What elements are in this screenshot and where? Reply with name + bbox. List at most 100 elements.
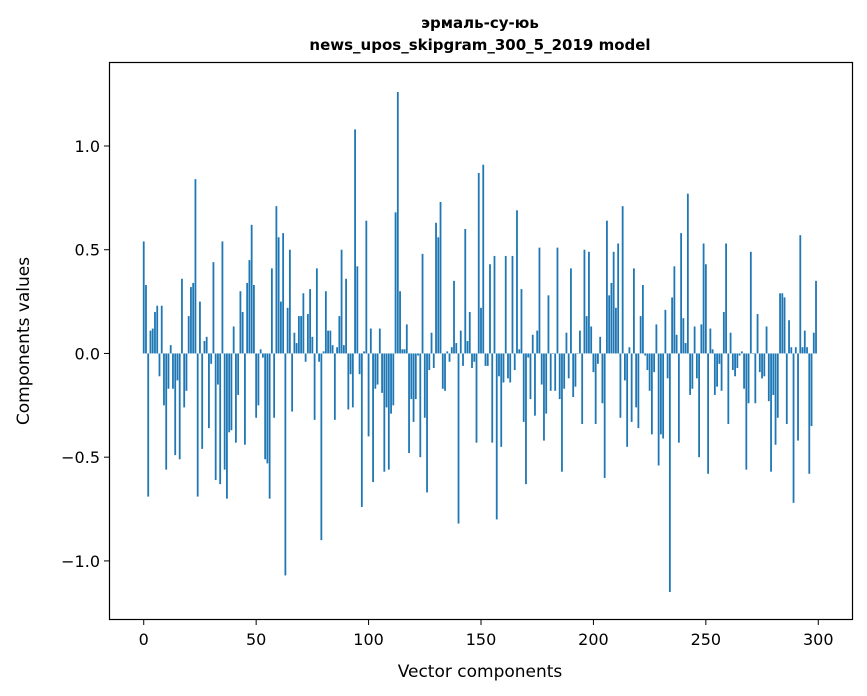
- bar: [295, 343, 298, 354]
- bar: [309, 289, 312, 354]
- bar: [713, 353, 716, 395]
- bar: [471, 353, 473, 368]
- bar: [686, 193, 689, 354]
- bar: [430, 332, 433, 354]
- bar: [646, 353, 649, 371]
- bar: [390, 353, 392, 414]
- bar: [630, 353, 633, 422]
- bar: [556, 247, 559, 354]
- bar: [302, 293, 305, 354]
- bar: [462, 353, 464, 366]
- bar: [489, 264, 491, 354]
- bar: [437, 237, 440, 354]
- bar: [534, 353, 536, 416]
- chart-subtitle: news_upos_skipgram_300_5_2019 model: [309, 36, 650, 54]
- bar: [201, 353, 204, 449]
- bar: [178, 353, 181, 460]
- bar: [635, 353, 638, 408]
- bar: [372, 353, 374, 483]
- bar: [707, 353, 709, 474]
- bar: [657, 353, 660, 466]
- bar: [223, 353, 226, 470]
- bar: [612, 251, 615, 354]
- bar: [633, 268, 635, 354]
- bar: [253, 284, 255, 354]
- bar: [797, 353, 799, 441]
- x-tick-label: 200: [578, 630, 609, 649]
- bar: [513, 353, 516, 371]
- bar: [815, 280, 817, 354]
- bar: [160, 305, 163, 354]
- bar: [342, 345, 345, 354]
- bar: [264, 353, 267, 460]
- bar: [722, 311, 725, 354]
- bar: [579, 330, 581, 354]
- bar: [315, 268, 318, 354]
- bar: [558, 353, 561, 400]
- bar: [527, 353, 530, 358]
- bar: [561, 353, 563, 472]
- bar: [286, 307, 289, 354]
- bar: [531, 334, 534, 354]
- bar: [459, 330, 462, 354]
- bar: [484, 353, 487, 366]
- bar: [374, 353, 377, 389]
- bar: [365, 220, 368, 354]
- x-tick-label: 50: [246, 630, 266, 649]
- bar: [727, 353, 730, 424]
- bar: [318, 353, 321, 362]
- bar: [327, 330, 329, 354]
- bar: [466, 341, 469, 354]
- bar: [675, 334, 678, 354]
- bar: [392, 353, 395, 406]
- bar: [779, 293, 781, 354]
- bar: [608, 295, 611, 354]
- bar: [185, 353, 188, 391]
- bar: [794, 347, 797, 354]
- bar: [767, 353, 770, 402]
- y-tick-label: −0.5: [61, 448, 100, 467]
- bar: [790, 347, 793, 354]
- bar: [172, 353, 174, 389]
- bar: [383, 353, 386, 472]
- bar: [331, 345, 334, 354]
- bar: [567, 353, 570, 379]
- bar: [300, 316, 303, 354]
- bar: [217, 353, 219, 385]
- bar: [257, 353, 260, 406]
- bar: [169, 345, 172, 354]
- bar: [729, 332, 732, 354]
- bar: [520, 289, 523, 354]
- bar: [785, 353, 788, 424]
- bar: [624, 353, 626, 381]
- bar: [329, 330, 332, 354]
- bar: [284, 353, 287, 576]
- bar: [671, 297, 674, 354]
- bar: [615, 307, 617, 354]
- bar: [806, 347, 808, 354]
- bar: [792, 353, 795, 503]
- bar: [356, 266, 359, 354]
- bar: [482, 164, 485, 354]
- bar: [756, 314, 759, 354]
- bar: [417, 353, 419, 356]
- bar: [752, 353, 754, 354]
- bar: [597, 353, 599, 364]
- bar: [275, 206, 278, 354]
- bar: [163, 353, 165, 406]
- x-tick-label: 0: [139, 630, 149, 649]
- bar: [563, 353, 566, 389]
- y-axis: −1.0 −0.5 0.0 0.5 1.0: [61, 137, 110, 571]
- bar: [212, 262, 215, 354]
- bar: [435, 222, 437, 354]
- bar: [291, 353, 294, 412]
- bar: [516, 210, 518, 354]
- bar: [358, 353, 361, 375]
- bar: [401, 349, 404, 354]
- bar: [154, 311, 156, 354]
- bar: [428, 353, 431, 371]
- bar: [552, 353, 554, 354]
- bar: [270, 268, 273, 354]
- x-tick-label: 250: [691, 630, 722, 649]
- y-tick-label: 1.0: [75, 137, 100, 156]
